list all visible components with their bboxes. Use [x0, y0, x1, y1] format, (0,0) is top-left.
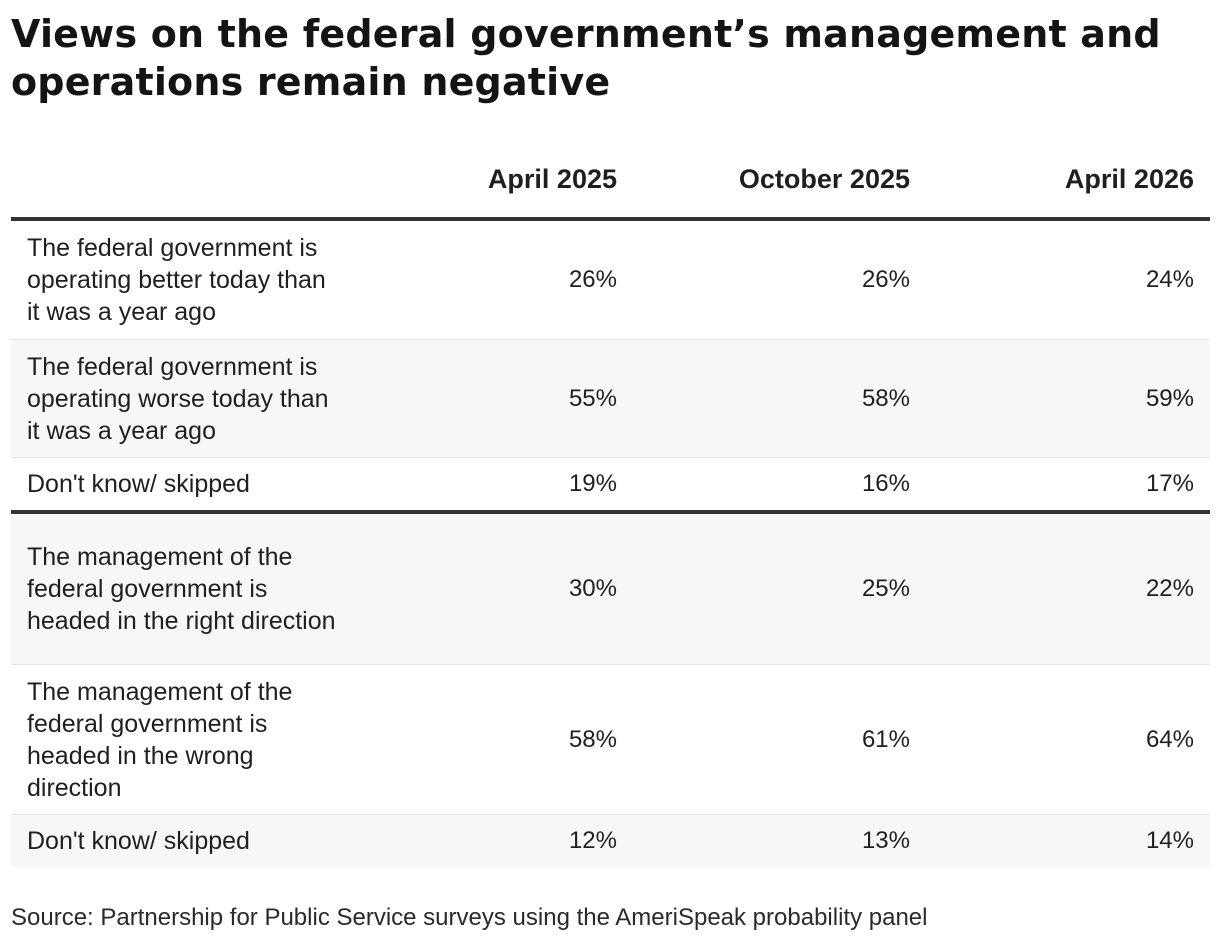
cell-value: 55% — [568, 384, 617, 412]
cell-value: 17% — [1145, 470, 1194, 497]
row-label: The management of the federal government… — [27, 677, 293, 802]
column-header-october-2025: October 2025 — [738, 164, 910, 194]
cell-value: 19% — [568, 470, 617, 497]
cell-value: 16% — [861, 470, 910, 497]
cell-value: 13% — [861, 827, 910, 854]
table-row: The federal government is operating wors… — [11, 340, 1210, 458]
cell-value: 58% — [568, 725, 617, 753]
cell-value: 61% — [861, 725, 910, 753]
chart-title: Views on the federal government’s manage… — [11, 12, 1161, 104]
row-label: The management of the federal government… — [27, 543, 336, 635]
table-row: Don't know/ skipped 12% 13% 14% — [11, 815, 1210, 867]
table-row: The federal government is operating bett… — [11, 221, 1210, 340]
cell-value: 24% — [1145, 266, 1194, 293]
table-header: April 2025 October 2025 April 2026 — [11, 150, 1210, 221]
data-table: April 2025 October 2025 April 2026 The f… — [11, 150, 1210, 867]
cell-value: 64% — [1145, 725, 1194, 753]
cell-value: 14% — [1145, 827, 1194, 854]
row-label: Don't know/ skipped — [27, 827, 250, 855]
cell-value: 59% — [1145, 384, 1194, 412]
cell-value: 26% — [861, 266, 910, 293]
cell-value: 30% — [568, 575, 617, 602]
source-note: Source: Partnership for Public Service s… — [11, 904, 928, 931]
cell-value: 58% — [861, 384, 910, 412]
row-label: The federal government is operating bett… — [27, 234, 326, 326]
table-row: The management of the federal government… — [11, 665, 1210, 815]
row-label: The federal government is operating wors… — [27, 352, 329, 445]
column-header-april-2025: April 2025 — [487, 164, 617, 194]
cell-value: 25% — [861, 575, 910, 602]
cell-value: 22% — [1145, 575, 1194, 602]
cell-value: 26% — [568, 266, 617, 293]
cell-value: 12% — [568, 827, 617, 854]
column-header-april-2026: April 2026 — [1064, 164, 1194, 194]
table-row: Don't know/ skipped 19% 16% 17% — [11, 458, 1210, 514]
table-row: The management of the federal government… — [11, 514, 1210, 665]
row-label: Don't know/ skipped — [27, 470, 250, 498]
